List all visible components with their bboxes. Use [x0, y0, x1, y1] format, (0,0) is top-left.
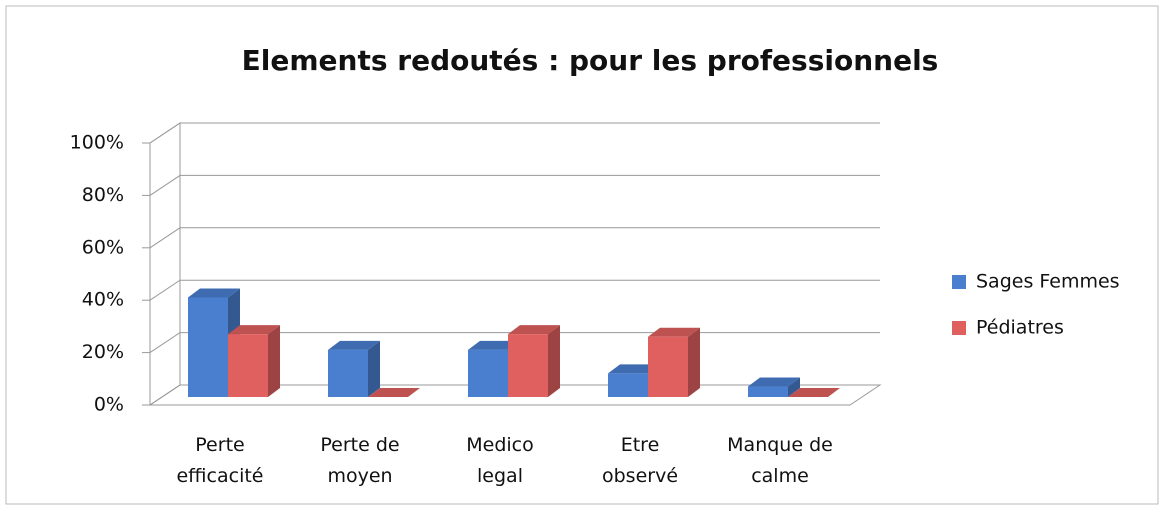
bar [368, 388, 420, 397]
y-tick-label: 0% [94, 394, 124, 416]
x-tick-label-line: Etre [621, 434, 660, 456]
x-tick-label-line: efficacité [176, 465, 263, 487]
bar-top [748, 377, 800, 387]
x-tick-label: Etre observé [602, 434, 678, 487]
bar-top [468, 340, 520, 350]
x-tick-label-line: Medico [466, 434, 534, 456]
legend-swatch [952, 275, 966, 289]
grid-line [149, 227, 880, 249]
grid-line [149, 174, 880, 196]
bar-top [788, 388, 840, 397]
x-tick-label: Medico legal [466, 434, 534, 487]
x-tick-label: Manque de calme [727, 434, 833, 487]
y-tick-label: 80% [82, 184, 124, 206]
y-tick-label: 40% [82, 289, 124, 311]
y-tick-label: 60% [82, 236, 124, 258]
x-tick-label: Perte efficacité [176, 434, 263, 487]
x-tick-label-line: Perte [195, 434, 244, 456]
grid-line [149, 279, 880, 301]
x-tick-label-line: observé [602, 465, 678, 487]
bar [788, 388, 840, 397]
bar [228, 325, 280, 397]
legend-label: Pédiatres [976, 317, 1064, 339]
chart-border [5, 5, 1159, 505]
bar-top [188, 288, 240, 298]
bar-top [648, 327, 700, 337]
legend-swatch [952, 321, 966, 335]
bar [648, 327, 700, 397]
x-tick-label-line: legal [477, 465, 523, 487]
bar-front [608, 373, 648, 397]
bar-front [188, 297, 228, 397]
bar-top [328, 340, 380, 350]
bar-side [688, 327, 700, 397]
x-tick-label-line: moyen [327, 465, 392, 487]
bar-side [368, 340, 380, 397]
chart-title: Elements redoutés : pour les professionn… [242, 44, 939, 77]
bar [748, 377, 800, 397]
legend-label: Sages Femmes [976, 271, 1120, 293]
grid-line [149, 122, 880, 144]
x-tick-label-line: Perte de [320, 434, 399, 456]
y-tick-label: 20% [82, 341, 124, 363]
bar-front [468, 349, 508, 397]
bar-front [648, 336, 688, 397]
y-tick-label: 100% [70, 132, 124, 154]
bar-side [788, 377, 800, 397]
bar-side [548, 325, 560, 397]
bar-side [268, 325, 280, 397]
bar-front [228, 334, 268, 397]
bar-front [748, 386, 788, 397]
bar-front [508, 334, 548, 397]
bar-top [508, 325, 560, 335]
bar-top [228, 325, 280, 335]
bar-top [368, 388, 420, 397]
bar-front [328, 349, 368, 397]
bar-top [608, 364, 660, 374]
grid-line [149, 332, 880, 354]
x-tick-label-line: calme [751, 465, 809, 487]
bar [508, 325, 560, 397]
bar [328, 340, 380, 397]
x-tick-label: Perte de moyen [320, 434, 399, 487]
x-tick-label-line: Manque de [727, 434, 833, 456]
